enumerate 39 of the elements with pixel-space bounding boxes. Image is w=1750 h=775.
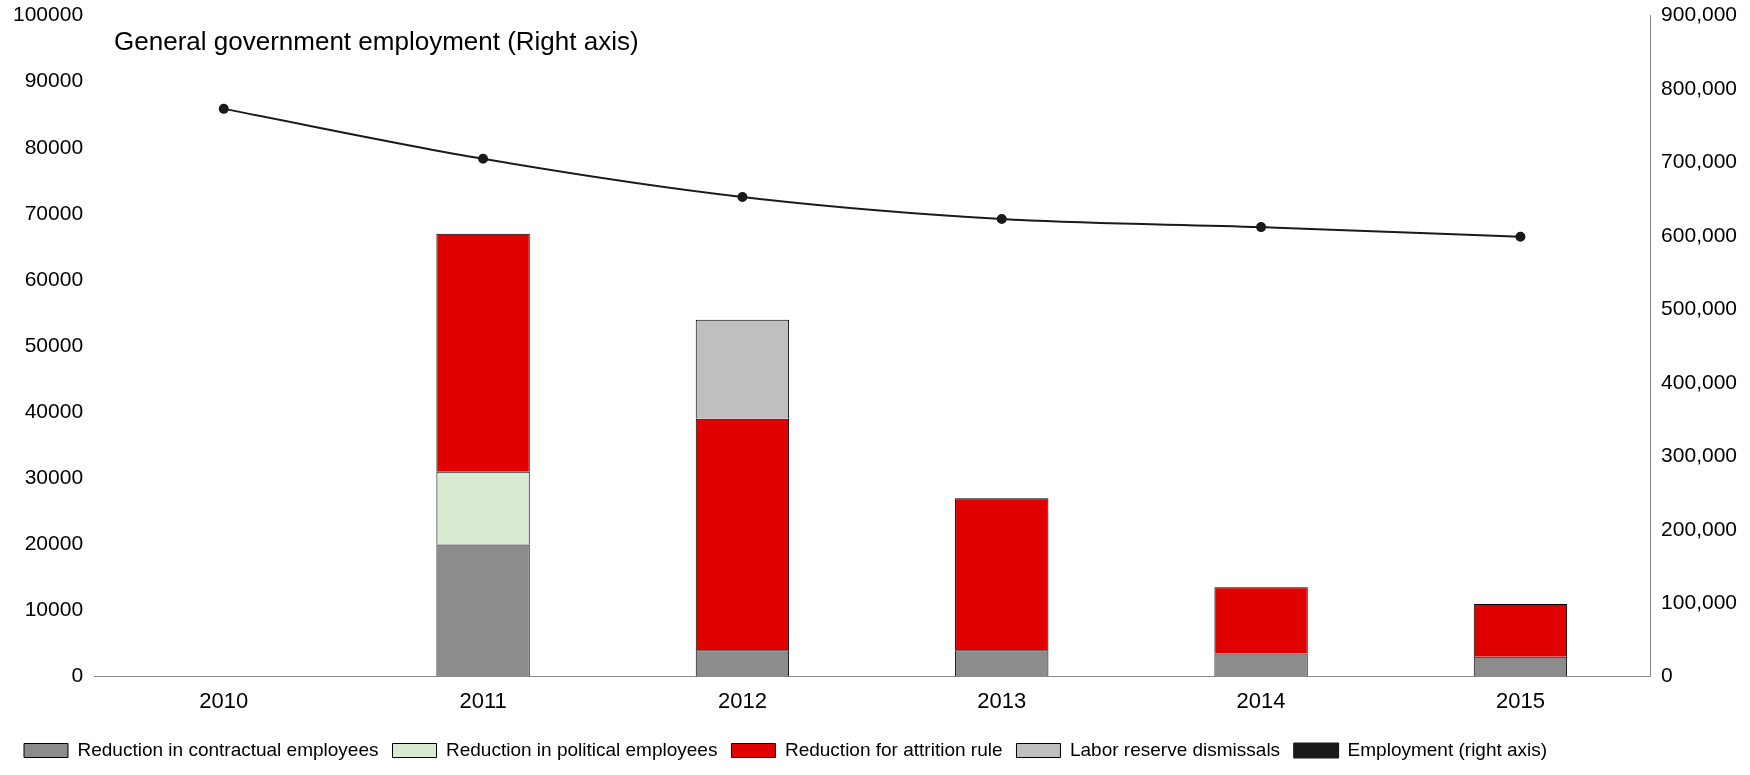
legend-label: Reduction in political employees — [446, 738, 718, 760]
x-tick-label: 2013 — [977, 687, 1027, 713]
point — [478, 153, 489, 164]
x-tick-label: 2010 — [199, 687, 249, 713]
y2-tick-label: 900,000 — [1661, 2, 1738, 26]
y-tick-label: 40000 — [24, 399, 84, 422]
y2-tick-label: 500,000 — [1661, 296, 1738, 320]
y-tick-label: 20000 — [24, 531, 84, 555]
y2-tick-label: 800,000 — [1661, 75, 1738, 99]
point — [218, 103, 229, 114]
y2-tick-label: 0 — [1661, 663, 1673, 687]
y2-tick-label: 700,000 — [1661, 149, 1738, 173]
y2-tick-label: 300,000 — [1661, 443, 1738, 467]
x-tick-label: 2011 — [459, 687, 507, 713]
legend-label: Labor reserve dismissals — [1069, 738, 1281, 760]
y-tick-label: 60000 — [24, 266, 84, 290]
point — [737, 192, 748, 203]
y-tick-label: 0 — [71, 663, 84, 687]
x-tick-label: 2014 — [1236, 687, 1286, 713]
annotation: General government employment (Right axis) — [114, 25, 639, 56]
y-tick-label: 90000 — [24, 68, 84, 92]
legend-label: Reduction for attrition rule — [784, 738, 1003, 760]
y2-tick-label: 600,000 — [1661, 222, 1738, 246]
point — [1515, 231, 1526, 242]
y-tick-label: 70000 — [24, 200, 84, 224]
y-tick-label: 10000 — [24, 597, 84, 621]
legend-label: Employment (right axis) — [1347, 738, 1548, 760]
point — [1256, 222, 1267, 233]
x-tick-label: 2012 — [717, 687, 767, 713]
y2-tick-label: 400,000 — [1661, 369, 1738, 393]
x-tick-label: 2015 — [1495, 687, 1545, 713]
y-tick-label: 80000 — [24, 134, 84, 158]
legend-label: Reduction in contractual employees — [77, 738, 379, 760]
point — [996, 214, 1007, 225]
y-tick-label: 100000 — [13, 2, 84, 26]
y-tick-label: 50000 — [24, 332, 84, 356]
y2-tick-label: 200,000 — [1661, 516, 1738, 540]
y2-tick-label: 100,000 — [1661, 589, 1738, 613]
y-tick-label: 30000 — [24, 465, 84, 489]
